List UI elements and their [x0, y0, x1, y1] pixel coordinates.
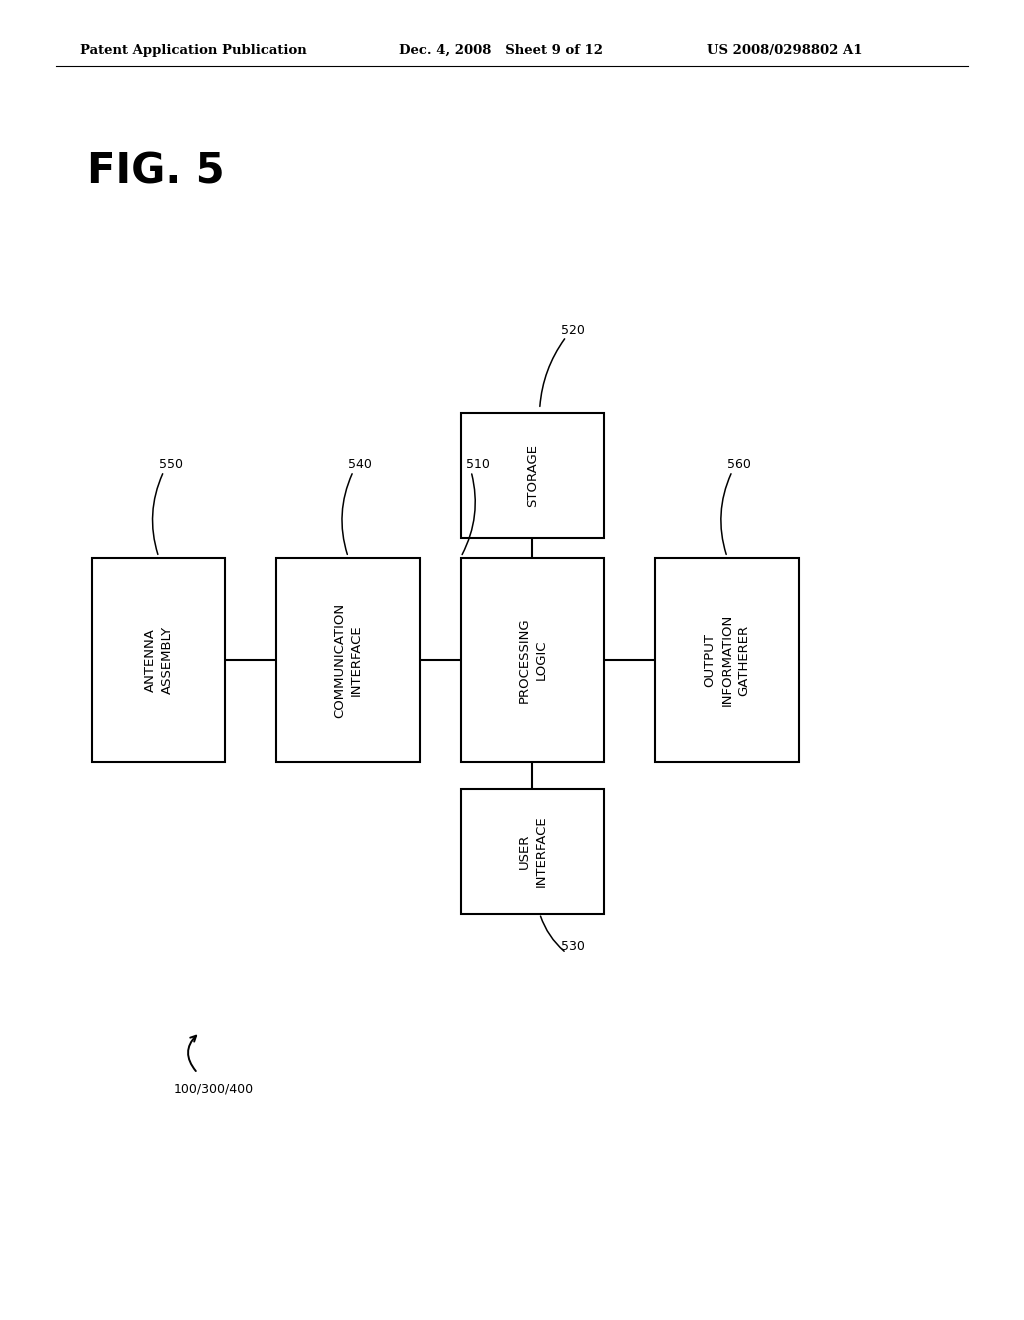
Text: ANTENNA
ASSEMBLY: ANTENNA ASSEMBLY [143, 626, 174, 694]
Text: COMMUNICATION
INTERFACE: COMMUNICATION INTERFACE [333, 602, 364, 718]
Text: 100/300/400: 100/300/400 [174, 1082, 254, 1096]
Text: Patent Application Publication: Patent Application Publication [80, 44, 306, 57]
Text: FIG. 5: FIG. 5 [87, 150, 224, 193]
Text: PROCESSING
LOGIC: PROCESSING LOGIC [517, 618, 548, 702]
Bar [655, 557, 799, 763]
Text: US 2008/0298802 A1: US 2008/0298802 A1 [707, 44, 862, 57]
Text: 510: 510 [466, 458, 489, 471]
Text: Dec. 4, 2008   Sheet 9 of 12: Dec. 4, 2008 Sheet 9 of 12 [399, 44, 603, 57]
Text: 550: 550 [159, 458, 182, 471]
Text: STORAGE: STORAGE [526, 444, 539, 507]
Text: 540: 540 [348, 458, 372, 471]
Text: USER
INTERFACE: USER INTERFACE [517, 816, 548, 887]
Bar [461, 412, 604, 539]
Text: 560: 560 [727, 458, 751, 471]
Bar [461, 789, 604, 913]
Bar [461, 557, 604, 763]
Bar [92, 557, 225, 763]
Text: OUTPUT
INFORMATION
GATHERER: OUTPUT INFORMATION GATHERER [703, 614, 751, 706]
Bar [276, 557, 420, 763]
Text: 520: 520 [561, 323, 585, 337]
Text: 530: 530 [561, 940, 585, 953]
